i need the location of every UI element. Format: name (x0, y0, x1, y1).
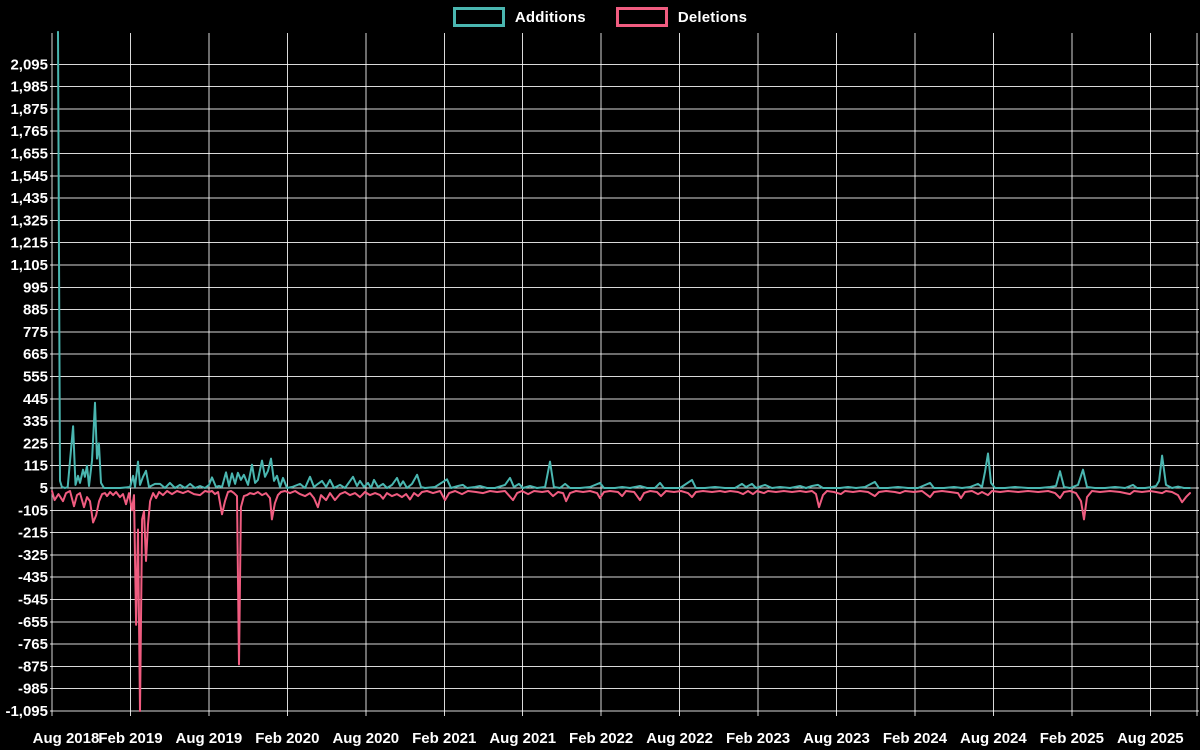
svg-text:Aug 2018: Aug 2018 (33, 730, 100, 747)
deletions-legend-label: Deletions (677, 8, 748, 26)
svg-text:-435: -435 (18, 569, 48, 586)
svg-text:Aug 2019: Aug 2019 (176, 730, 243, 747)
svg-text:445: 445 (23, 391, 48, 408)
svg-text:-875: -875 (18, 658, 48, 675)
svg-text:-655: -655 (18, 614, 48, 631)
svg-text:225: 225 (23, 435, 48, 452)
svg-text:665: 665 (23, 346, 48, 363)
svg-text:335: 335 (23, 413, 48, 430)
svg-text:Aug 2021: Aug 2021 (489, 730, 556, 747)
svg-text:555: 555 (23, 368, 48, 385)
svg-text:Aug 2025: Aug 2025 (1117, 730, 1184, 747)
svg-text:775: 775 (23, 324, 48, 341)
additions-legend-label: Additions (514, 8, 586, 26)
svg-text:-1,095: -1,095 (5, 703, 48, 720)
svg-text:-215: -215 (18, 525, 48, 542)
legend-item-deletions[interactable]: Deletions (615, 7, 748, 27)
deletions-swatch-icon (615, 7, 668, 27)
svg-text:Feb 2022: Feb 2022 (569, 730, 633, 747)
svg-text:995: 995 (23, 279, 48, 296)
additions-swatch-icon (452, 7, 505, 27)
svg-text:-545: -545 (18, 591, 48, 608)
svg-text:5: 5 (40, 480, 48, 497)
svg-text:Aug 2024: Aug 2024 (960, 730, 1027, 747)
svg-text:Feb 2023: Feb 2023 (726, 730, 790, 747)
svg-text:1,105: 1,105 (10, 257, 48, 274)
svg-text:Aug 2023: Aug 2023 (803, 730, 870, 747)
svg-text:1,325: 1,325 (10, 212, 48, 229)
svg-text:2,095: 2,095 (10, 56, 48, 73)
svg-text:-765: -765 (18, 636, 48, 653)
svg-text:Feb 2020: Feb 2020 (255, 730, 319, 747)
svg-text:885: 885 (23, 302, 48, 319)
svg-text:-325: -325 (18, 547, 48, 564)
svg-text:115: 115 (24, 458, 48, 475)
svg-text:-985: -985 (18, 681, 48, 698)
chart-legend: Additions Deletions (0, 7, 1200, 27)
svg-text:-105: -105 (18, 502, 48, 519)
svg-text:1,985: 1,985 (10, 79, 48, 96)
svg-text:Feb 2019: Feb 2019 (98, 730, 162, 747)
svg-text:Aug 2020: Aug 2020 (332, 730, 399, 747)
svg-text:1,655: 1,655 (10, 145, 48, 162)
svg-text:Feb 2021: Feb 2021 (412, 730, 476, 747)
svg-text:Aug 2022: Aug 2022 (646, 730, 713, 747)
svg-text:1,435: 1,435 (10, 190, 48, 207)
svg-text:1,215: 1,215 (10, 235, 48, 252)
svg-text:Feb 2025: Feb 2025 (1040, 730, 1104, 747)
svg-text:1,875: 1,875 (10, 101, 48, 118)
svg-text:1,765: 1,765 (10, 123, 48, 140)
svg-text:Feb 2024: Feb 2024 (883, 730, 948, 747)
legend-item-additions[interactable]: Additions (452, 7, 586, 27)
svg-text:1,545: 1,545 (10, 168, 48, 185)
